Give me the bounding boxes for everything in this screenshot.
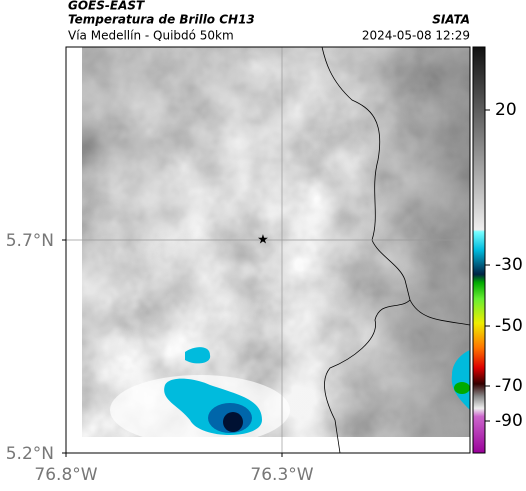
map-frame [65,46,471,454]
margin [66,47,82,453]
colorbar-label: 20 [495,100,517,120]
timestamp: 2024-05-08 12:29 [362,29,470,43]
city-marker: ★ [257,233,269,248]
lat-label: 5.2°N [6,444,54,464]
subtitle: Temperatura de Brillo CH13 [68,13,255,27]
lon-label: 76.3°W [250,465,313,485]
colorbar-label: -70 [495,376,523,396]
lat-label: 5.7°N [6,231,54,251]
satellite-image [82,47,470,437]
location: Vía Medellín - Quibdó 50km [68,29,234,43]
colorbar-label: -30 [495,255,523,275]
border [321,46,471,454]
source: SIATA [432,13,470,27]
title: GOES-EAST [68,0,145,13]
margin [82,437,470,453]
colorbar-label: -90 [495,411,523,431]
colorbar-label: -50 [495,316,523,336]
colorbar [472,46,486,454]
colorbar-ticks: 20 -30 -50 -70 -90 [485,100,523,431]
lon-label: 76.8°W [34,465,97,485]
